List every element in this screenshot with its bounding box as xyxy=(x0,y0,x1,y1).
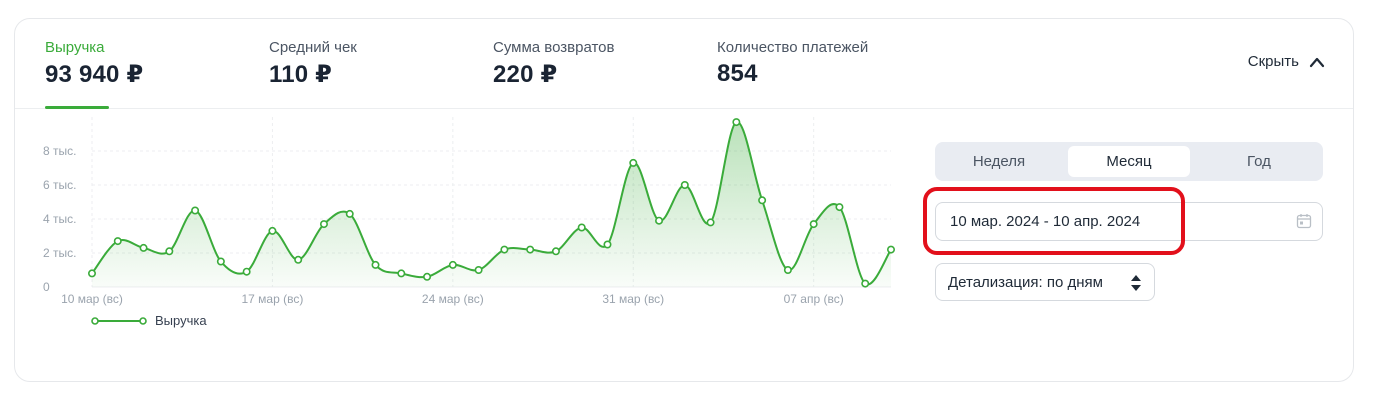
data-point xyxy=(706,218,715,227)
data-point xyxy=(268,226,277,235)
metrics-row: Выручка 93 940 ₽ Средний чек 110 ₽ Сумма… xyxy=(15,19,1353,109)
period-switcher: Неделя Месяц Год xyxy=(935,142,1323,181)
metric-revenue[interactable]: Выручка 93 940 ₽ xyxy=(45,39,143,89)
data-point xyxy=(758,196,767,205)
series-area-fill xyxy=(92,121,891,287)
metric-refunds-value: 220 ₽ xyxy=(493,61,558,88)
chart-svg: 0 2 тыс. 4 тыс. 6 тыс. 8 тыс. 10 мар (вс) 17 … xyxy=(43,117,895,306)
metric-payments-count-label: Количество платежей xyxy=(717,39,869,56)
hide-chart-label: Скрыть xyxy=(1247,53,1299,70)
data-point xyxy=(345,209,354,218)
data-point xyxy=(732,118,741,127)
data-point xyxy=(835,203,844,212)
metric-payments-count-value: 854 xyxy=(717,60,758,87)
y-tick-label: 8 тыс. xyxy=(43,144,76,158)
active-metric-underline xyxy=(45,106,109,109)
data-point xyxy=(680,181,689,190)
date-range-value: 10 мар. 2024 - 10 апр. 2024 xyxy=(950,213,1141,230)
tab-year[interactable]: Год xyxy=(1247,153,1271,170)
x-tick-label: 17 мар (вс) xyxy=(241,292,303,306)
data-point xyxy=(165,247,174,256)
data-point xyxy=(577,223,586,232)
legend-line-icon xyxy=(91,316,147,325)
x-tick-label: 24 мар (вс) xyxy=(422,292,484,306)
data-point xyxy=(500,245,509,254)
date-range-field[interactable]: 10 мар. 2024 - 10 апр. 2024 xyxy=(935,202,1323,241)
metric-average-check-label: Средний чек xyxy=(269,39,357,56)
data-point xyxy=(861,279,870,288)
data-point xyxy=(526,245,535,254)
red-highlight-annotation xyxy=(923,187,1185,255)
x-tick-label: 31 мар (вс) xyxy=(602,292,664,306)
revenue-chart: 0 2 тыс. 4 тыс. 6 тыс. 8 тыс. 10 мар (вс) 17 … xyxy=(15,109,915,383)
chart-legend[interactable]: Выручка xyxy=(91,313,207,328)
data-point xyxy=(551,247,560,256)
data-point xyxy=(371,260,380,269)
y-tick-label: 0 xyxy=(43,280,50,294)
data-point xyxy=(423,272,432,281)
tab-month[interactable]: Месяц xyxy=(1068,146,1190,177)
legend-label: Выручка xyxy=(155,313,207,328)
calendar-icon[interactable] xyxy=(1296,213,1312,229)
x-tick-label: 10 мар (вс) xyxy=(61,292,123,306)
y-tick-label: 2 тыс. xyxy=(43,246,76,260)
metric-revenue-value: 93 940 ₽ xyxy=(45,61,144,88)
metric-average-check[interactable]: Средний чек 110 ₽ xyxy=(269,39,357,89)
data-point xyxy=(216,257,225,266)
metric-payments-count[interactable]: Количество платежей 854 xyxy=(717,39,868,88)
metric-refunds-label: Сумма возвратов xyxy=(493,39,615,56)
data-point xyxy=(474,266,483,275)
sort-arrows-icon xyxy=(1131,275,1141,291)
data-point xyxy=(629,158,638,167)
data-point xyxy=(397,269,406,278)
data-point xyxy=(139,243,148,252)
data-point xyxy=(113,237,122,246)
x-tick-label: 07 апр (вс) xyxy=(784,292,844,306)
tab-week[interactable]: Неделя xyxy=(972,153,1026,170)
metric-refunds[interactable]: Сумма возвратов 220 ₽ xyxy=(493,39,615,89)
data-point xyxy=(448,260,457,269)
data-point xyxy=(319,220,328,229)
revenue-card: Выручка 93 940 ₽ Средний чек 110 ₽ Сумма… xyxy=(14,18,1354,382)
data-point xyxy=(655,216,664,225)
chevron-up-icon xyxy=(1309,57,1325,67)
data-point xyxy=(603,240,612,249)
detail-select[interactable]: Детализация: по дням xyxy=(935,263,1155,301)
hide-chart-button[interactable]: Скрыть xyxy=(1248,53,1325,70)
data-point xyxy=(809,220,818,229)
data-point xyxy=(88,269,97,278)
detail-select-label: Детализация: по дням xyxy=(948,274,1103,291)
data-point xyxy=(294,255,303,264)
data-point xyxy=(886,245,895,254)
metric-revenue-label: Выручка xyxy=(45,39,105,56)
data-point xyxy=(242,267,251,276)
y-tick-label: 6 тыс. xyxy=(43,178,76,192)
metric-average-check-value: 110 ₽ xyxy=(269,61,333,88)
data-point xyxy=(191,206,200,215)
y-tick-label: 4 тыс. xyxy=(43,212,76,226)
data-point xyxy=(783,266,792,275)
